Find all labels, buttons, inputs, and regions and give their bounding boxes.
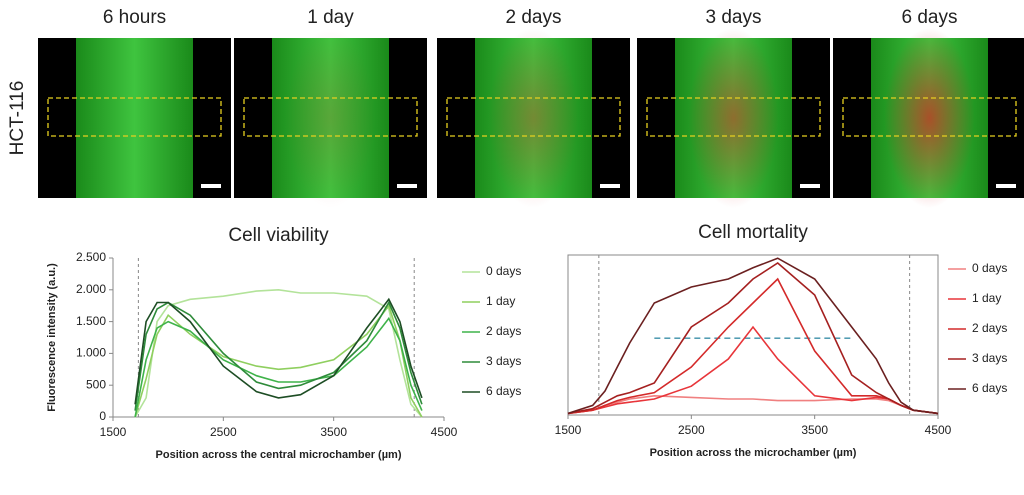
scale-bar [201, 184, 221, 188]
series-line [134, 303, 423, 418]
series-line [567, 262, 939, 415]
dead-core [285, 28, 376, 208]
legend-label: 6 days [486, 384, 521, 398]
legend-label: 0 days [972, 261, 1007, 275]
dead-core [488, 28, 579, 208]
legend-label: 2 days [486, 324, 521, 338]
x-tick-label: 2500 [210, 425, 237, 439]
panel-title: 6 hours [103, 7, 166, 28]
series-line [134, 316, 423, 418]
cell-band [76, 38, 193, 198]
image-panels [38, 28, 1024, 208]
legend-label: 3 days [486, 354, 521, 368]
x-tick-label: 1500 [555, 423, 582, 437]
dead-core [884, 28, 975, 208]
series-line [134, 297, 423, 405]
panel-title: 1 day [307, 7, 354, 28]
legend-label: 2 days [972, 321, 1007, 335]
roi [646, 97, 821, 137]
series-line [567, 277, 939, 415]
x-axis-label: Position across the central microchamber… [156, 449, 402, 461]
panel-title: 2 days [506, 7, 562, 28]
panel-title: 3 days [706, 7, 762, 28]
legend-label: 3 days [972, 351, 1007, 365]
y-tick-label: 2.500 [76, 250, 106, 264]
x-axis-label: Position across the microchamber (µm) [650, 447, 857, 459]
legend-label: 1 day [972, 291, 1001, 305]
x-tick-label: 1500 [100, 425, 127, 439]
legend-label: 6 days [972, 381, 1007, 395]
roi [47, 97, 222, 137]
chart-title: Cell viability [228, 225, 329, 246]
series-line [567, 394, 939, 415]
y-tick-label: 1.500 [76, 314, 106, 328]
dead-core [688, 28, 779, 208]
x-tick-label: 4500 [431, 425, 458, 439]
y-tick-label: 1.000 [76, 346, 106, 360]
roi [842, 97, 1017, 137]
plot-frame [567, 254, 939, 416]
y-tick-label: 0 [99, 409, 106, 423]
scale-bar [800, 184, 820, 188]
x-tick-label: 3500 [801, 423, 828, 437]
series-line [134, 300, 423, 411]
x-tick-label: 4500 [925, 423, 952, 437]
x-tick-label: 3500 [320, 425, 347, 439]
series-line [134, 288, 423, 418]
y-tick-label: 500 [86, 377, 106, 391]
x-tick-label: 2500 [678, 423, 705, 437]
scale-bar [600, 184, 620, 188]
y-axis-label: Fluorescence intensity (a.u.) [46, 263, 58, 412]
y-tick-label: 2.000 [76, 282, 106, 296]
chart-title: Cell mortality [698, 222, 808, 243]
roi [446, 97, 621, 137]
panel-title: 6 days [902, 7, 958, 28]
legend-label: 1 day [486, 294, 515, 308]
scale-bar [397, 184, 417, 188]
row-label: HCT-116 [7, 81, 28, 156]
scale-bar [996, 184, 1016, 188]
legend-label: 0 days [486, 264, 521, 278]
series-line [567, 257, 939, 415]
roi [243, 97, 418, 137]
